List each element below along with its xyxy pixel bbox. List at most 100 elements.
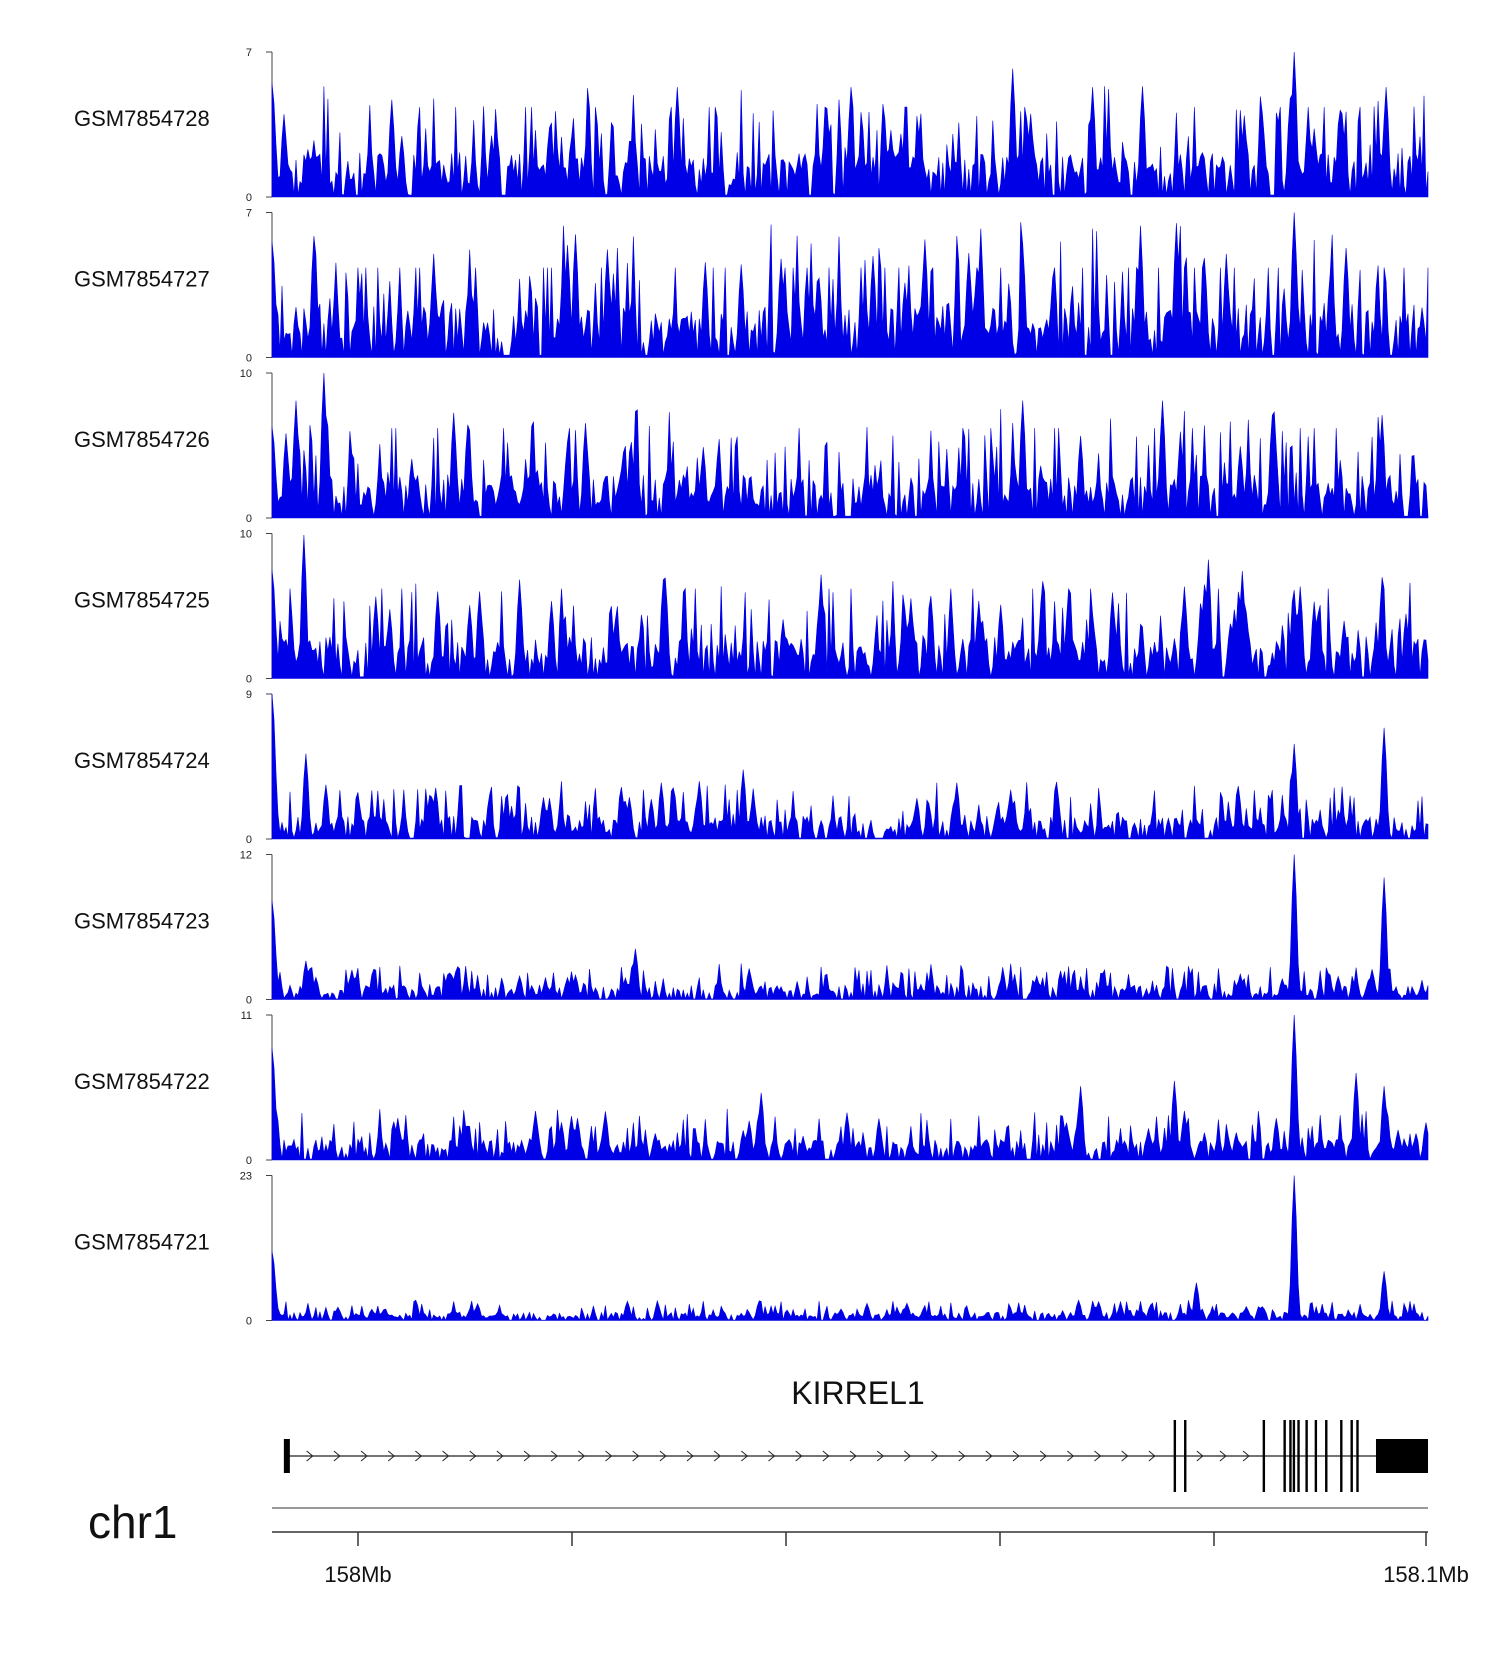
signal-area bbox=[271, 51, 1429, 198]
strand-arrow bbox=[523, 1450, 531, 1462]
strand-arrow bbox=[1121, 1450, 1129, 1462]
strand-arrow bbox=[849, 1450, 857, 1462]
exon bbox=[1314, 1420, 1318, 1492]
strand-arrow bbox=[958, 1450, 966, 1462]
strand-arrow bbox=[1012, 1450, 1020, 1462]
strand-arrow bbox=[306, 1450, 314, 1462]
strand-arrow bbox=[686, 1450, 694, 1462]
track-label: GSM7854724 bbox=[74, 748, 210, 773]
x-tick-label-158.1Mb: 158.1Mb bbox=[1383, 1562, 1469, 1587]
y-max-label: 10 bbox=[240, 368, 252, 380]
y-min-label: 0 bbox=[246, 834, 252, 846]
first-exon bbox=[283, 1439, 290, 1473]
exon bbox=[1184, 1420, 1187, 1492]
strand-arrow bbox=[795, 1450, 803, 1462]
signal-area bbox=[271, 1014, 1429, 1161]
y-max-label: 12 bbox=[240, 850, 252, 862]
strand-arrow bbox=[904, 1450, 912, 1462]
strand-arrow bbox=[578, 1450, 586, 1462]
strand-arrow bbox=[550, 1450, 558, 1462]
strand-arrow bbox=[415, 1450, 423, 1462]
track-label: GSM7854722 bbox=[74, 1069, 210, 1094]
y-min-label: 0 bbox=[246, 1316, 252, 1328]
track-label: GSM7854725 bbox=[74, 588, 210, 613]
y-max-label: 23 bbox=[240, 1171, 252, 1183]
exon bbox=[1283, 1420, 1286, 1492]
track-GSM7854728: GSM7854728 7 0 bbox=[74, 47, 1429, 204]
strand-arrow bbox=[442, 1450, 450, 1462]
strand-arrow bbox=[1219, 1450, 1227, 1462]
strand-arrow bbox=[387, 1450, 395, 1462]
exon bbox=[1340, 1420, 1343, 1492]
exon bbox=[1297, 1420, 1300, 1492]
strand-arrow bbox=[1242, 1450, 1250, 1462]
strand-arrow bbox=[659, 1450, 667, 1462]
y-max-label: 10 bbox=[240, 529, 252, 541]
track-GSM7854723: GSM7854723 12 0 bbox=[74, 850, 1429, 1007]
strand-arrow bbox=[713, 1450, 721, 1462]
x-tick-label-158Mb: 158Mb bbox=[324, 1562, 391, 1587]
utr-block bbox=[1375, 1439, 1428, 1473]
signal-area bbox=[271, 854, 1429, 1001]
track-GSM7854725: GSM7854725 10 0 bbox=[74, 529, 1429, 686]
strand-arrow bbox=[1094, 1450, 1102, 1462]
track-GSM7854721: GSM7854721 23 0 bbox=[74, 1171, 1429, 1328]
strand-arrow bbox=[333, 1450, 341, 1462]
y-min-label: 0 bbox=[246, 674, 252, 686]
track-GSM7854722: GSM7854722 11 0 bbox=[74, 1010, 1429, 1167]
track-label: GSM7854727 bbox=[74, 267, 210, 292]
strand-arrow bbox=[605, 1450, 613, 1462]
y-min-label: 0 bbox=[246, 353, 252, 365]
strand-arrow bbox=[632, 1450, 640, 1462]
strand-arrow bbox=[931, 1450, 939, 1462]
strand-arrow bbox=[360, 1450, 368, 1462]
exon bbox=[1325, 1420, 1328, 1492]
strand-arrow bbox=[985, 1450, 993, 1462]
track-label: GSM7854726 bbox=[74, 427, 210, 452]
strand-arrow bbox=[1148, 1450, 1156, 1462]
track-label: GSM7854723 bbox=[74, 909, 210, 934]
chromosome-axis: chr1 158Mb 158.1Mb bbox=[88, 1496, 1469, 1587]
signal-area bbox=[271, 534, 1429, 679]
y-max-label: 7 bbox=[246, 47, 252, 59]
exon bbox=[1350, 1420, 1353, 1492]
axis-ticks bbox=[357, 1532, 1427, 1546]
y-max-label: 11 bbox=[241, 1010, 252, 1022]
gene-model bbox=[283, 1420, 1428, 1492]
exon bbox=[1292, 1420, 1296, 1492]
strand-arrow bbox=[1067, 1450, 1075, 1462]
y-max-label: 7 bbox=[246, 208, 252, 220]
gene-track: KIRREL1 bbox=[283, 1375, 1428, 1492]
strand-arrow bbox=[1196, 1450, 1204, 1462]
signal-area bbox=[271, 372, 1429, 519]
track-GSM7854726: GSM7854726 10 0 bbox=[74, 368, 1429, 525]
exon bbox=[1356, 1420, 1359, 1492]
strand-arrow bbox=[822, 1450, 830, 1462]
exon bbox=[1305, 1420, 1308, 1492]
strand-arrow bbox=[768, 1450, 776, 1462]
strand-arrow bbox=[496, 1450, 504, 1462]
y-min-label: 0 bbox=[246, 192, 252, 204]
signal-area bbox=[271, 1175, 1429, 1322]
track-GSM7854727: GSM7854727 7 0 bbox=[74, 208, 1429, 365]
y-min-label: 0 bbox=[246, 995, 252, 1007]
track-GSM7854724: GSM7854724 9 0 bbox=[74, 689, 1429, 846]
track-label: GSM7854728 bbox=[74, 106, 210, 131]
y-max-label: 9 bbox=[246, 689, 252, 701]
signal-area bbox=[271, 693, 1429, 840]
track-label: GSM7854721 bbox=[74, 1230, 210, 1255]
strand-arrow bbox=[469, 1450, 477, 1462]
y-min-label: 0 bbox=[246, 513, 252, 525]
signal-area bbox=[271, 212, 1429, 358]
chromosome-label: chr1 bbox=[88, 1496, 177, 1548]
y-min-label: 0 bbox=[246, 1155, 252, 1167]
strand-arrow bbox=[741, 1450, 749, 1462]
gene-name-label: KIRREL1 bbox=[791, 1375, 924, 1411]
exon bbox=[1289, 1420, 1292, 1492]
exon bbox=[1173, 1420, 1177, 1492]
signal-tracks: GSM785472870GSM785472770GSM7854726100GSM… bbox=[74, 47, 1429, 1328]
strand-arrow bbox=[876, 1450, 884, 1462]
exon bbox=[1262, 1420, 1266, 1492]
strand-arrow bbox=[1039, 1450, 1047, 1462]
